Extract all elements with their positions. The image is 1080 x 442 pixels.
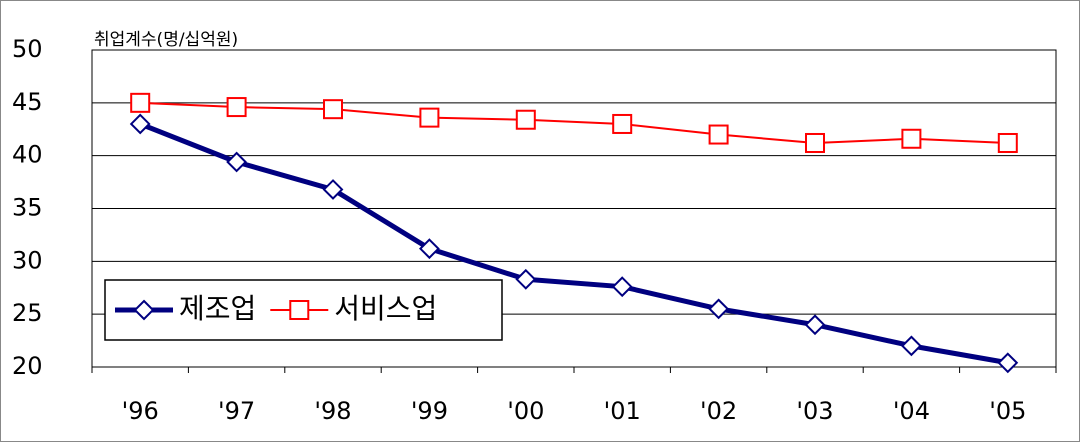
marker [612, 113, 633, 134]
marker [515, 268, 537, 290]
marker [997, 132, 1018, 153]
x-tick-label: '96 [122, 397, 159, 425]
marker [130, 92, 151, 113]
y-tick-label: 40 [12, 141, 43, 169]
x-tick-label: '99 [411, 397, 448, 425]
series-line [139, 121, 1009, 366]
marker [997, 352, 1019, 374]
x-tick-label: '98 [314, 397, 351, 425]
marker [515, 109, 536, 130]
marker [133, 299, 155, 321]
marker [419, 107, 440, 128]
marker [611, 276, 633, 298]
x-tick-label: '04 [893, 397, 930, 425]
marker [289, 300, 310, 320]
marker [708, 298, 730, 320]
x-tick-label: '03 [796, 397, 833, 425]
marker [323, 99, 343, 120]
legend-label: 서비스업 [334, 292, 437, 325]
y-tick-label: 50 [12, 35, 43, 63]
y-tick-label: 35 [12, 194, 43, 222]
y-tick-label: 45 [12, 88, 43, 116]
x-tick-label: '05 [989, 397, 1026, 425]
marker [322, 179, 344, 200]
x-tick-label: '00 [507, 397, 544, 425]
marker [226, 97, 247, 118]
marker [418, 238, 440, 260]
series-line [140, 101, 1008, 144]
y-tick-label: 30 [12, 246, 43, 274]
legend-label: 제조업 [179, 292, 256, 325]
x-tick-label: '01 [604, 397, 641, 425]
y-tick-label: 25 [12, 299, 43, 327]
marker [901, 128, 922, 149]
y-axis-label: 취업계수(명/십억원) [94, 30, 238, 50]
marker [708, 124, 729, 145]
marker [805, 132, 825, 153]
marker [129, 113, 151, 135]
marker [226, 151, 248, 173]
x-tick-label: '02 [700, 397, 737, 425]
x-tick-label: '97 [218, 397, 255, 425]
y-tick-label: 20 [12, 352, 43, 380]
marker [804, 314, 826, 336]
marker [900, 335, 922, 357]
